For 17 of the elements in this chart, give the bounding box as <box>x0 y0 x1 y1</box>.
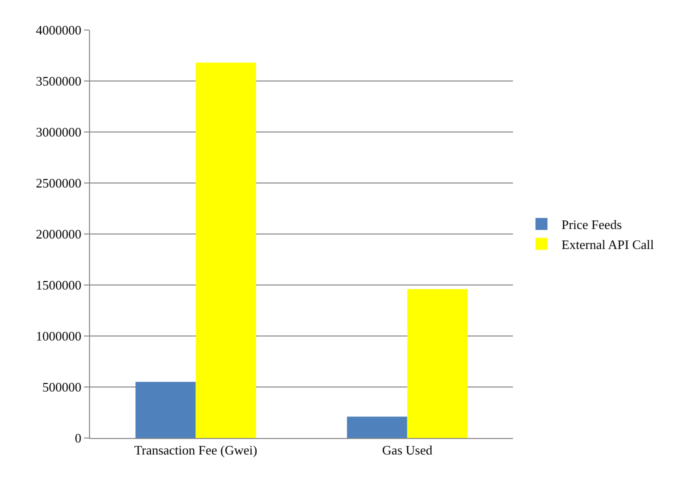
y-tick-label: 500000 <box>42 380 82 395</box>
bar <box>346 416 408 438</box>
bar <box>407 289 468 438</box>
y-tick-label: 3500000 <box>36 74 82 89</box>
y-tick-label: 2000000 <box>36 226 82 242</box>
legend-label: External API Call <box>561 236 654 252</box>
y-tick-label: 1500000 <box>36 278 82 293</box>
y-tick-label: 1000000 <box>36 328 82 344</box>
legend-label: Price Feeds <box>561 217 622 232</box>
x-tick-label: Gas Used <box>382 442 433 458</box>
y-tick-label: 2500000 <box>36 176 82 191</box>
x-tick-label: Transaction Fee (Gwei) <box>134 442 258 458</box>
y-tick-label: 0 <box>74 430 82 446</box>
y-tick-label: 3000000 <box>36 124 82 140</box>
bar <box>135 382 196 438</box>
y-tick-label: 4000000 <box>36 22 82 38</box>
bar <box>196 62 256 438</box>
